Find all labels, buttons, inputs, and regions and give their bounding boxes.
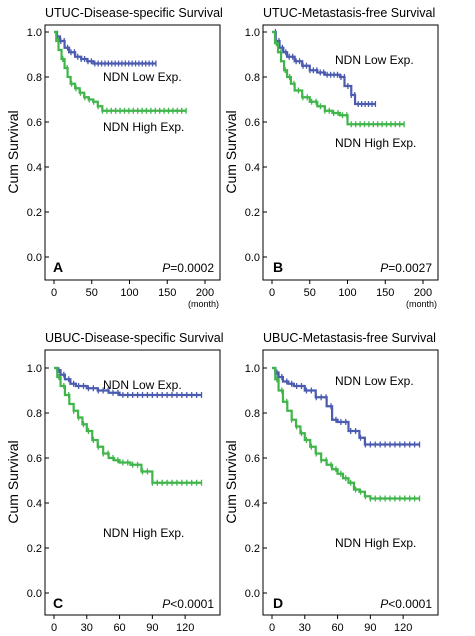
panel-b-p-symbol: P <box>380 261 388 275</box>
panel-a-xlabel: (month) <box>188 299 219 309</box>
panel-a-p-text: =0.0002 <box>170 261 214 275</box>
panel-c-ytick-label: 0.0 <box>27 588 42 600</box>
panel-a-p-symbol: P <box>162 261 170 275</box>
panel-b-ylabel: Cum Survival <box>223 110 239 193</box>
panel-a-curve-low <box>54 30 156 65</box>
panel-b-xtick-label: 50 <box>304 287 316 299</box>
panel-a-ytick-label: 0.4 <box>27 162 42 174</box>
panel-d-ticks: 0.0 0.2 0.4 0.6 0.8 1.0 0 30 60 90 120 <box>245 363 413 634</box>
panel-c-title: UBUC-Disease-specific Survival <box>45 331 224 345</box>
panel-b-ytick-label: 0.0 <box>245 252 260 264</box>
panel-c-pvalue: P<0.0001 <box>162 597 214 611</box>
panel-d-ytick-label: 0.2 <box>245 543 260 555</box>
panel-d-ytick-label: 0.6 <box>245 453 260 465</box>
panel-c-ytick-label: 0.8 <box>27 408 42 420</box>
panel-c-xtick-label: 0 <box>51 622 57 634</box>
panel-c-xtick-label: 120 <box>176 622 194 634</box>
panel-a-ytick-label: 0.0 <box>27 252 42 264</box>
panel-c-ytick-label: 1.0 <box>27 363 42 375</box>
panel-b-title: UTUC-Metastasis-free Survival <box>263 6 435 20</box>
panel-b-legend-high: NDN High Exp. <box>335 136 416 150</box>
panel-b-ytick-label: 0.8 <box>245 72 260 84</box>
panel-a-ytick-label: 0.6 <box>27 117 42 129</box>
panel-b-pvalue: P=0.0027 <box>380 261 432 275</box>
panel-c-ytick-label: 0.2 <box>27 543 42 555</box>
panel-a-frame <box>44 24 221 281</box>
panel-c-xtick-label: 60 <box>113 622 125 634</box>
panel-b-xtick-label: 100 <box>338 287 356 299</box>
panel-d-curves <box>272 366 421 502</box>
panel-a-title: UTUC-Disease-specific Survival <box>45 6 223 20</box>
panel-c-ticks: 0.0 0.2 0.4 0.6 0.8 1.0 0 30 60 90 120 <box>27 363 195 634</box>
panel-b-legend-low: NDN Low Exp. <box>335 53 414 67</box>
panel-d-p-symbol: P <box>380 597 388 611</box>
panel-a-legend-low: NDN Low Exp. <box>103 70 182 84</box>
panel-c-letter: C <box>53 595 63 611</box>
panel-c-xtick-label: 30 <box>81 622 93 634</box>
panel-b: UTUC-Metastasis-free Survival Cum Surviv… <box>223 6 439 309</box>
panel-a-pvalue: P=0.0002 <box>162 261 214 275</box>
panel-b-curves <box>272 29 405 128</box>
panel-b-p-text: =0.0027 <box>388 261 432 275</box>
panel-a-ytick-label: 0.2 <box>27 207 42 219</box>
panel-c-frame <box>44 349 221 616</box>
panel-c-curves <box>54 366 203 486</box>
panel-d-ytick-label: 0.0 <box>245 588 260 600</box>
panel-d-ytick-label: 1.0 <box>245 363 260 375</box>
panel-a-xtick-label: 0 <box>51 287 57 299</box>
panel-a-xtick-label: 200 <box>196 287 214 299</box>
panel-a-letter: A <box>53 259 63 275</box>
panel-b-letter: B <box>273 259 283 275</box>
panel-d-legend-low: NDN Low Exp. <box>335 374 414 388</box>
panel-c-legend-high: NDN High Exp. <box>103 526 184 540</box>
panel-b-curve-low <box>272 30 376 106</box>
panel-a-xtick-label: 150 <box>158 287 176 299</box>
panel-a-ytick-label: 0.8 <box>27 72 42 84</box>
panel-c-curve-high <box>54 366 202 484</box>
panel-b-ticks: 0.0 0.2 0.4 0.6 0.8 1.0 0 50 100 150 200 <box>245 27 432 299</box>
panel-d-legend-high: NDN High Exp. <box>335 536 416 550</box>
panel-d-xtick-label: 30 <box>299 622 311 634</box>
panel-d-xtick-label: 90 <box>364 622 376 634</box>
panel-c-xtick-label: 90 <box>146 622 158 634</box>
panel-d-ytick-label: 0.8 <box>245 408 260 420</box>
panel-a-curves <box>54 30 187 114</box>
panel-a-xtick-label: 100 <box>120 287 138 299</box>
panel-d-xtick-label: 120 <box>394 622 412 634</box>
panel-b-ytick-label: 1.0 <box>245 27 260 39</box>
panel-d-p-text: <0.0001 <box>388 597 432 611</box>
panel-a-legend-high: NDN High Exp. <box>103 120 184 134</box>
panel-a-xtick-label: 50 <box>86 287 98 299</box>
panel-c-legend-low: NDN Low Exp. <box>103 378 182 392</box>
panel-d-ytick-label: 0.4 <box>245 498 260 510</box>
panel-c-p-text: <0.0001 <box>170 597 214 611</box>
panel-d: UBUC-Metastasis-free Survival Cum Surviv… <box>223 331 439 634</box>
panel-b-xtick-label: 200 <box>414 287 432 299</box>
panel-d-ylabel: Cum Survival <box>223 440 239 523</box>
panel-b-frame <box>262 24 439 281</box>
panel-d-title: UBUC-Metastasis-free Survival <box>263 331 436 345</box>
panel-b-ytick-label: 0.4 <box>245 162 260 174</box>
panel-d-xtick-label: 0 <box>269 622 275 634</box>
panel-c-ylabel: Cum Survival <box>5 440 21 523</box>
panel-b-xtick-label: 0 <box>269 287 275 299</box>
panel-b-xlabel: (month) <box>406 299 437 309</box>
panel-c-ytick-label: 0.4 <box>27 498 42 510</box>
panel-a-ylabel: Cum Survival <box>5 110 21 193</box>
panel-a-ytick-label: 1.0 <box>27 27 42 39</box>
panel-d-frame <box>262 349 439 616</box>
panel-b-ytick-label: 0.6 <box>245 117 260 129</box>
panel-b-ytick-label: 0.2 <box>245 207 260 219</box>
panel-a-ticks: 0.0 0.2 0.4 0.6 0.8 1.0 0 50 100 150 200 <box>27 27 214 299</box>
panel-c: UBUC-Disease-specific Survival Cum Survi… <box>5 331 224 634</box>
panel-b-xtick-label: 150 <box>376 287 394 299</box>
panel-a: UTUC-Disease-specific Survival Cum Survi… <box>5 6 223 309</box>
panel-c-ytick-label: 0.6 <box>27 453 42 465</box>
panel-d-pvalue: P<0.0001 <box>380 597 432 611</box>
panel-d-letter: D <box>273 595 283 611</box>
panel-d-xtick-label: 60 <box>331 622 343 634</box>
panel-c-p-symbol: P <box>162 597 170 611</box>
